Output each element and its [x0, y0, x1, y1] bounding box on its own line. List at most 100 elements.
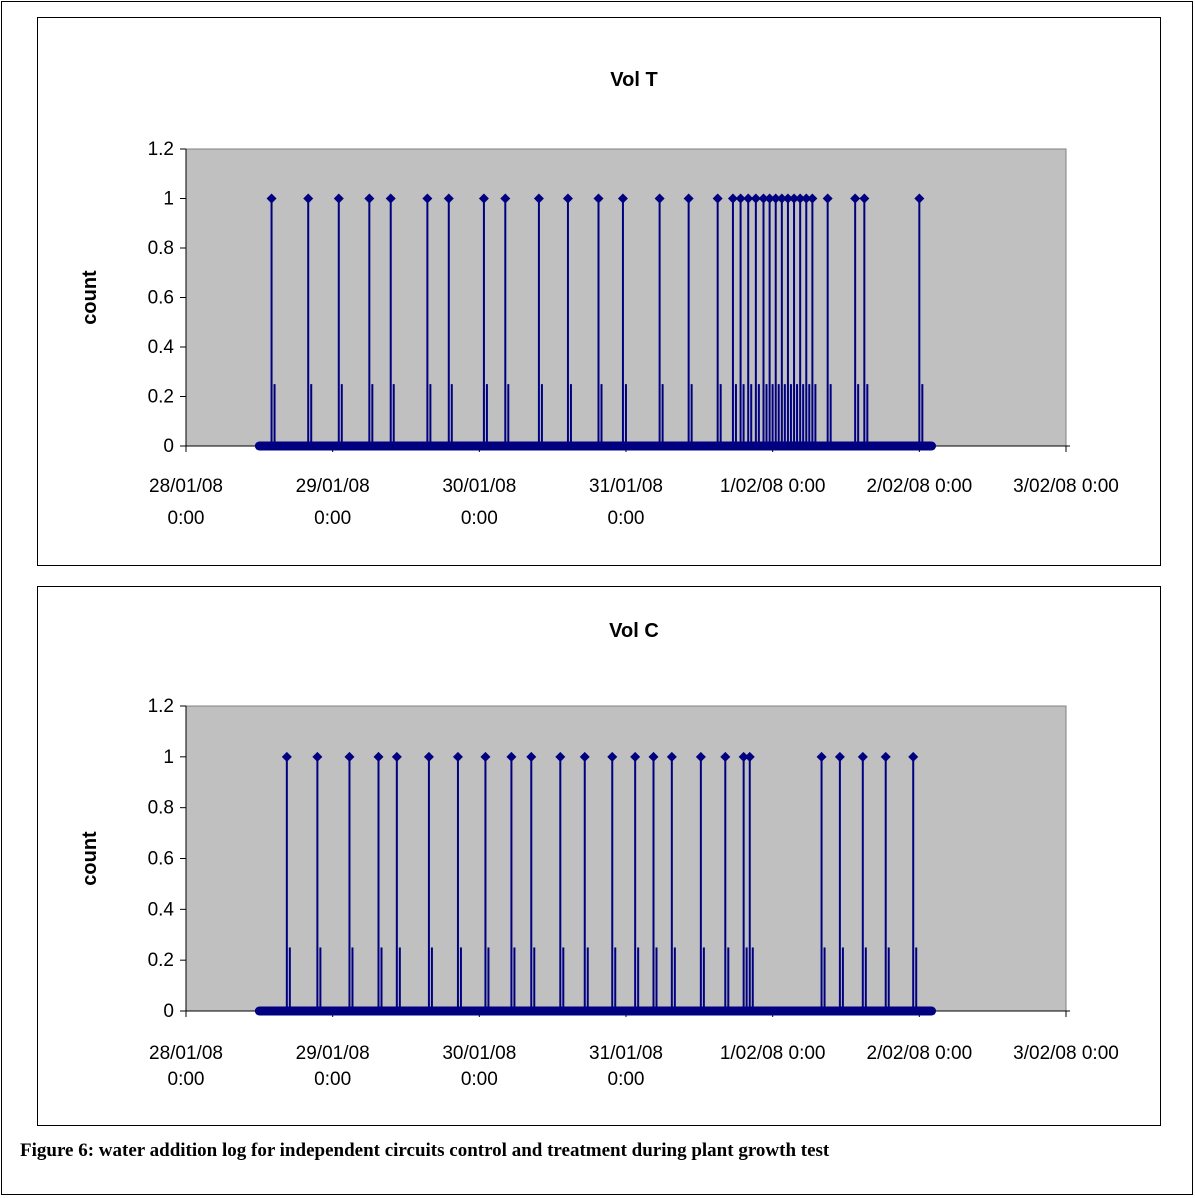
- event-marker: [500, 193, 511, 204]
- x-tick-label: 28/01/08: [149, 1043, 223, 1064]
- event-marker: [744, 751, 755, 762]
- event-marker: [712, 193, 723, 204]
- event-marker: [720, 751, 731, 762]
- y-tick-label: 0.4: [148, 337, 175, 358]
- chart-title: Vol T: [610, 69, 657, 91]
- event-marker: [727, 193, 738, 204]
- y-tick-label: 0.6: [148, 849, 174, 870]
- event-marker: [750, 193, 761, 204]
- figure-caption: Figure 6: water addition log for indepen…: [20, 1140, 830, 1161]
- event-marker: [743, 193, 754, 204]
- event-marker: [648, 751, 659, 762]
- chart-vol-c: Vol C count 0 0.2 0.4 0.6 0.8 1 1.2 28/01/08 0:00 2…: [37, 586, 1161, 1126]
- x-tick-label: 0:00: [608, 508, 645, 529]
- x-tick-label: 3/02/08 0:00: [1013, 476, 1119, 497]
- x-tick-label: 0:00: [168, 1069, 205, 1090]
- x-tick-label: 29/01/08: [296, 476, 370, 497]
- event-marker: [303, 193, 314, 204]
- event-marker: [914, 193, 925, 204]
- event-marker: [666, 751, 677, 762]
- event-marker: [654, 193, 665, 204]
- event-marker: [770, 193, 781, 204]
- event-marker: [506, 751, 517, 762]
- x-tick-label: 0:00: [314, 508, 351, 529]
- x-tick-label: 1/02/08 0:00: [720, 476, 826, 497]
- chart-vol-t-svg: Vol T count 0 0.2 0.4 0.6 0.8 1 1.2 28/01/08 0:00 2…: [79, 69, 1119, 529]
- y-tick-label: 1.2: [148, 696, 174, 717]
- event-marker: [555, 751, 566, 762]
- event-marker: [859, 193, 870, 204]
- y-tick-label: 0.8: [148, 238, 174, 259]
- event-marker: [857, 751, 868, 762]
- y-tick-label: 1.2: [148, 139, 174, 160]
- event-marker: [695, 751, 706, 762]
- plot-area: [185, 705, 1067, 1012]
- event-marker: [480, 751, 491, 762]
- event-marker: [478, 193, 489, 204]
- event-marker: [364, 193, 375, 204]
- x-tick-label: 2/02/08 0:00: [867, 1043, 973, 1064]
- event-marker: [281, 751, 292, 762]
- y-axis-label: count: [79, 831, 101, 886]
- x-tick-label: 0:00: [608, 1069, 645, 1090]
- y-tick-label: 0.2: [148, 950, 174, 971]
- y-tick-label: 0: [163, 436, 174, 457]
- event-marker: [423, 751, 434, 762]
- x-tick-label: 0:00: [461, 1069, 498, 1090]
- event-marker: [764, 193, 775, 204]
- event-marker: [908, 751, 919, 762]
- event-marker: [738, 751, 749, 762]
- y-axis-label: count: [79, 270, 101, 325]
- chart-title: Vol C: [609, 620, 659, 642]
- event-marker: [422, 193, 433, 204]
- event-marker: [312, 751, 323, 762]
- y-tick-label: 1: [163, 747, 174, 768]
- event-marker: [735, 193, 746, 204]
- y-tick-label: 0.8: [148, 798, 174, 819]
- event-marker: [533, 193, 544, 204]
- x-tick-label: 3/02/08 0:00: [1013, 1043, 1119, 1064]
- y-tick-label: 0.4: [148, 899, 175, 920]
- chart-vol-t: Vol T count 0 0.2 0.4 0.6 0.8 1 1.2 28/01/08 0:00 2…: [37, 17, 1161, 566]
- x-tick-label: 0:00: [461, 508, 498, 529]
- event-marker: [801, 193, 812, 204]
- event-marker: [562, 193, 573, 204]
- event-marker: [333, 193, 344, 204]
- event-marker: [391, 751, 402, 762]
- y-tick-label: 0.2: [148, 387, 174, 408]
- y-tick-label: 0.6: [148, 288, 174, 309]
- event-marker: [617, 193, 628, 204]
- x-tick-label: 29/01/08: [296, 1043, 370, 1064]
- x-tick-label: 31/01/08: [589, 476, 663, 497]
- x-tick-label: 0:00: [168, 508, 205, 529]
- event-marker: [782, 193, 793, 204]
- event-marker: [795, 193, 806, 204]
- x-tick-label: 2/02/08 0:00: [867, 476, 973, 497]
- event-marker: [683, 193, 694, 204]
- event-marker: [807, 193, 818, 204]
- event-marker: [850, 193, 861, 204]
- event-marker: [758, 193, 769, 204]
- y-tick-label: 0: [163, 1001, 174, 1022]
- x-tick-label: 1/02/08 0:00: [720, 1043, 826, 1064]
- event-marker: [266, 193, 277, 204]
- event-marker: [880, 751, 891, 762]
- x-tick-label: 30/01/08: [442, 1043, 516, 1064]
- event-marker: [816, 751, 827, 762]
- x-tick-label: 31/01/08: [589, 1043, 663, 1064]
- event-marker: [789, 193, 800, 204]
- event-marker: [834, 751, 845, 762]
- y-tick-label: 1: [163, 189, 174, 210]
- x-tick-label: 0:00: [314, 1069, 351, 1090]
- event-marker: [776, 193, 787, 204]
- event-marker: [607, 751, 618, 762]
- event-marker: [373, 751, 384, 762]
- x-tick-label: 30/01/08: [442, 476, 516, 497]
- event-marker: [579, 751, 590, 762]
- event-marker: [344, 751, 355, 762]
- event-marker: [385, 193, 396, 204]
- event-marker: [593, 193, 604, 204]
- event-marker: [822, 193, 833, 204]
- event-marker: [443, 193, 454, 204]
